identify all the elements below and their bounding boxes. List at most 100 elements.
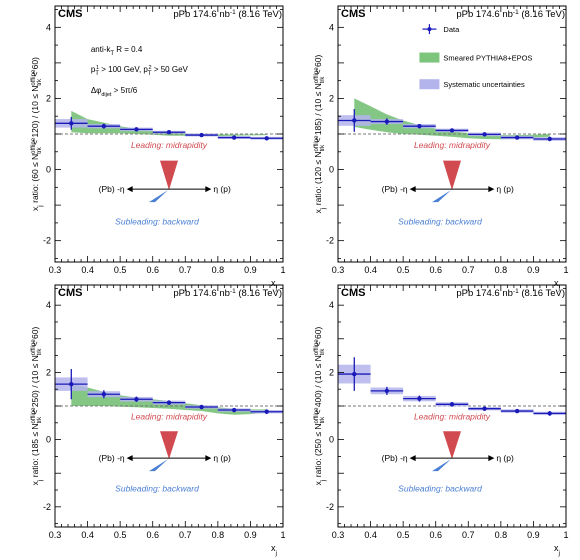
chart-panel-1: Leading: midrapidity (Pb) -η η (p) Subleadi… — [30, 5, 286, 292]
leading-jet-arrow-icon — [160, 160, 178, 191]
eta-left-arrowhead-icon — [409, 455, 416, 462]
x-tick-label: 0.3 — [332, 265, 345, 275]
x-tick-label: 0.9 — [244, 530, 257, 540]
data-point — [417, 123, 422, 129]
lumi-label: pPb 174.6 nb-1 (8.16 TeV) — [456, 9, 565, 21]
subleading-jet-arrow-icon — [149, 190, 168, 203]
y-tick-label: 2 — [46, 93, 51, 103]
data-point — [352, 118, 357, 123]
data-point — [449, 128, 455, 133]
x-tick-label: 0.7 — [179, 530, 192, 540]
leading-label: Leading: midrapidity — [131, 411, 208, 421]
y-tick-label: 0 — [46, 165, 51, 175]
eta-left-arrowhead-icon — [126, 186, 133, 193]
experiment-label: CMS — [341, 8, 365, 20]
subleading-label: Subleading: backward — [398, 217, 482, 227]
x-axis-label: xj — [271, 278, 277, 292]
eta-right-arrowhead-icon — [488, 186, 495, 193]
leading-label: Leading: midrapidity — [131, 140, 208, 150]
x-tick-label: 1 — [563, 530, 568, 540]
x-tick-label: 0.6 — [146, 530, 159, 540]
subleading-label: Subleading: backward — [398, 484, 482, 494]
data-point — [101, 392, 107, 397]
data-point — [231, 135, 237, 140]
y-tick-label: 4 — [46, 22, 51, 32]
x-tick-label: 1 — [280, 530, 285, 540]
data-point — [264, 409, 269, 414]
eta-left-label: (Pb) -η — [99, 184, 125, 194]
eta-right-arrowhead-icon — [205, 186, 212, 193]
data-point — [166, 400, 172, 405]
data-point — [514, 408, 520, 414]
data-point — [417, 396, 422, 401]
x-tick-label: 0.9 — [527, 265, 540, 275]
y-tick-label: -2 — [43, 502, 51, 512]
legend-syst-swatch — [419, 79, 440, 90]
y-tick-label: 0 — [46, 435, 51, 445]
x-tick-label: 0.8 — [212, 265, 225, 275]
y-tick-label: -2 — [326, 502, 334, 512]
x-tick-label: 0.8 — [495, 265, 508, 275]
chart-panel-3: Leading: midrapidity (Pb) -η η (p) Subleadi… — [30, 284, 286, 557]
eta-right-label: η (p) — [213, 453, 231, 463]
lumi-label: pPb 174.6 nb-1 (8.16 TeV) — [173, 9, 282, 21]
legend-data-marker — [427, 27, 432, 32]
x-tick-label: 0.8 — [495, 530, 508, 540]
kinematic-annotations: anti-kT R = 0.4 pT1 > 100 GeV, pT2 > 50 G… — [91, 45, 189, 98]
x-tick-label: 0.5 — [397, 265, 410, 275]
y-tick-label: 0 — [329, 165, 334, 175]
data-point — [352, 371, 357, 377]
leading-label: Leading: midrapidity — [414, 411, 491, 421]
x-tick-label: 0.6 — [146, 265, 159, 275]
subleading-jet-arrow-icon — [432, 190, 451, 203]
y-tick-label: -2 — [326, 236, 334, 246]
data-point — [69, 381, 74, 387]
subleading-jet-arrow-icon — [432, 459, 451, 472]
x-tick-label: 0.5 — [114, 265, 127, 275]
y-tick-label: -2 — [43, 236, 51, 246]
chart-panel-4: Leading: midrapidity (Pb) -η η (p) Subleadi… — [313, 284, 569, 557]
subleading-label: Subleading: backward — [115, 484, 199, 494]
x-tick-label: 0.4 — [364, 265, 377, 275]
x-tick-label: 0.3 — [49, 530, 62, 540]
y-tick-label: 4 — [46, 300, 51, 310]
y-axis-label: xj ratio: (60 ≤ Nofflinetrk < 120) / (10… — [30, 57, 44, 211]
data-point — [101, 123, 107, 129]
x-tick-label: 0.4 — [364, 530, 377, 540]
x-tick-label: 0.3 — [49, 265, 62, 275]
eta-left-label: (Pb) -η — [382, 184, 408, 194]
x-tick-label: 0.3 — [332, 530, 345, 540]
experiment-label: CMS — [341, 287, 365, 299]
eta-right-label: η (p) — [496, 453, 514, 463]
data-point — [482, 406, 487, 411]
legend-label-model: Smeared PYTHIA8+EPOS — [443, 54, 532, 63]
data-point — [384, 388, 390, 394]
data-point — [547, 136, 552, 142]
legend-label-syst: Systematic uncertainties — [443, 80, 525, 89]
eta-right-label: η (p) — [213, 184, 231, 194]
x-tick-label: 1 — [280, 265, 285, 275]
data-point — [547, 411, 552, 416]
eta-left-arrowhead-icon — [409, 186, 416, 193]
eta-left-label: (Pb) -η — [382, 453, 408, 463]
y-tick-label: 4 — [329, 22, 334, 32]
data-point — [134, 127, 139, 132]
annotation-pt-cuts: pT1 > 100 GeV, pT2 > 50 GeV — [91, 65, 189, 77]
x-tick-label: 0.7 — [462, 530, 475, 540]
lumi-label: pPb 174.6 nb-1 (8.16 TeV) — [173, 288, 282, 300]
y-axis-label: xj ratio: (120 ≤ Nofflinetrk < 185) / (1… — [313, 55, 327, 214]
data-point — [514, 135, 520, 140]
data-point — [449, 402, 455, 407]
x-tick-label: 0.5 — [397, 530, 410, 540]
eta-left-label: (Pb) -η — [99, 453, 125, 463]
y-tick-label: 2 — [329, 93, 334, 103]
data-point — [134, 397, 139, 402]
model-band — [354, 98, 550, 140]
annotation-jet-algo: anti-kT R = 0.4 — [91, 45, 143, 57]
legend: Data Smeared PYTHIA8+EPOS Systematic uncer… — [419, 24, 532, 90]
eta-right-arrowhead-icon — [205, 455, 212, 462]
eta-left-arrowhead-icon — [126, 455, 133, 462]
data-point — [199, 404, 204, 410]
leading-jet-arrow-icon — [443, 431, 461, 460]
x-tick-label: 0.4 — [81, 530, 94, 540]
